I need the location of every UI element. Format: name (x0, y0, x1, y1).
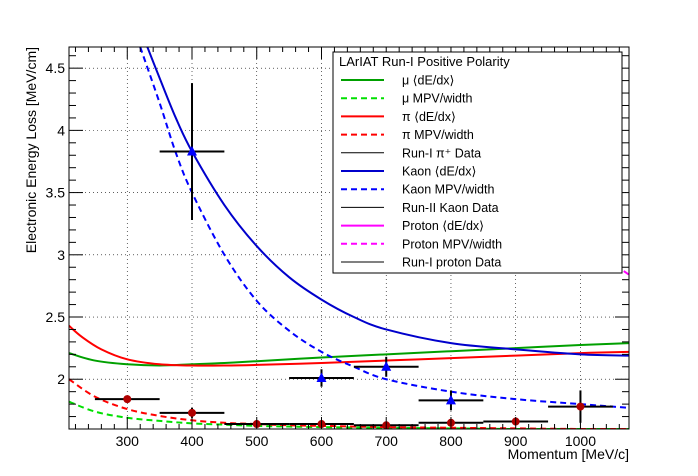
legend-entry: π ⟨dE/dx⟩ (341, 110, 456, 124)
legend-label: μ ⟨dE/dx⟩ (402, 74, 454, 88)
legend-entry: μ MPV/width (341, 92, 472, 106)
legend-entry: Proton ⟨dE/dx⟩ (341, 219, 484, 233)
y-tick-label: 4.5 (46, 60, 66, 76)
y-tick-label: 3.5 (46, 185, 66, 201)
data-point (418, 390, 484, 411)
data-point (353, 356, 419, 377)
y-tick-label: 4 (57, 122, 65, 138)
legend-entry: μ ⟨dE/dx⟩ (341, 74, 454, 88)
plot-frame (68, 46, 630, 430)
triangle-marker (316, 372, 327, 382)
legend-title: LArIAT Run-I Positive Polarity (339, 54, 510, 69)
legend-entry: π MPV/width (341, 128, 474, 142)
legend-label: Run-I proton Data (402, 256, 501, 270)
curve-0 (69, 342, 629, 367)
triangle-marker (187, 146, 198, 156)
circle-marker (123, 395, 132, 404)
y-tick-label: 2.5 (46, 309, 66, 325)
y-axis-title: Electronic Energy Loss [MeV/cm] (23, 47, 39, 253)
x-axis-title: Momentum [MeV/c] (508, 446, 629, 462)
x-tick-label: 300 (116, 433, 140, 449)
legend-entry: Run-I π⁺ Data (341, 146, 481, 160)
legend-label: Run-I π⁺ Data (402, 146, 481, 160)
y-tick-label: 2 (57, 371, 65, 387)
triangle-marker (445, 394, 456, 405)
data-point (159, 83, 225, 220)
circle-marker (188, 408, 197, 417)
legend-box (332, 51, 623, 274)
legend-label: Proton ⟨dE/dx⟩ (402, 219, 484, 233)
legend-entries: μ ⟨dE/dx⟩ μ MPV/width π ⟨dE/dx⟩ π MPV/width… (341, 74, 502, 270)
curve-1 (69, 400, 629, 429)
x-tick-label: 900 (504, 433, 528, 449)
y-tick-label: 3 (57, 247, 65, 263)
legend-entry: Run-I proton Data (341, 256, 501, 270)
x-tick-label: 700 (375, 433, 399, 449)
data-point (159, 407, 225, 418)
x-tick-label: 500 (245, 433, 269, 449)
legend-label: Proton MPV/width (402, 237, 502, 251)
x-tick-label: 400 (180, 433, 204, 449)
legend-label: Kaon MPV/width (402, 183, 494, 197)
x-tick-label: 600 (310, 433, 334, 449)
data-point (94, 395, 160, 404)
legend-label: π ⟨dE/dx⟩ (402, 110, 456, 124)
legend-label: Kaon ⟨dE/dx⟩ (402, 165, 476, 179)
x-tick-labels: 300 400 500 600 700 800 900 1000 (116, 433, 597, 449)
circle-marker (576, 402, 585, 411)
legend-entry: Kaon MPV/width (341, 183, 494, 197)
triangle-marker (381, 361, 392, 371)
data-point (289, 369, 354, 387)
x-tick-label: 800 (439, 433, 463, 449)
legend: LArIAT Run-I Positive Polarity μ ⟨dE/dx⟩… (332, 51, 623, 274)
legend-label: μ MPV/width (402, 92, 472, 106)
y-tick-labels: 2 2.5 3 3.5 4 4.5 (46, 60, 66, 387)
legend-entry: Kaon ⟨dE/dx⟩ (341, 165, 476, 179)
legend-label: π MPV/width (402, 128, 474, 142)
curve-4 (146, 47, 629, 357)
curve-2 (69, 324, 629, 367)
legend-entry: Run-II Kaon Data (341, 201, 499, 215)
x-tick-label: 1000 (565, 433, 596, 449)
legend-label: Run-II Kaon Data (402, 201, 499, 215)
curve-5 (139, 47, 629, 409)
legend-entry: Proton MPV/width (341, 237, 502, 251)
